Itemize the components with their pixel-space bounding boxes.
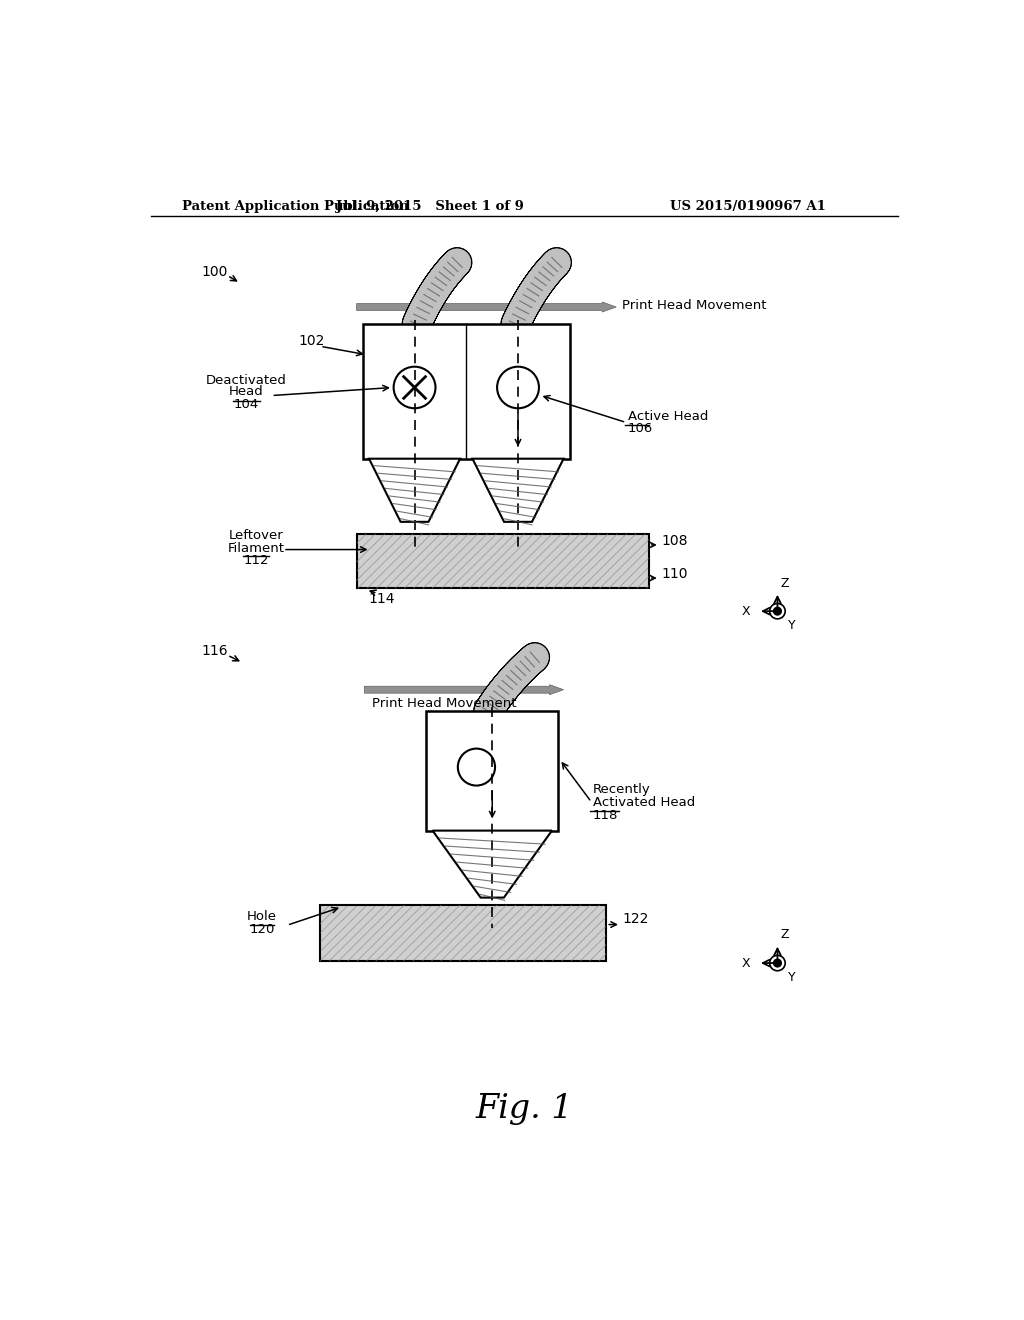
Polygon shape: [432, 830, 552, 898]
Text: Print Head Movement: Print Head Movement: [623, 298, 767, 312]
Text: Jul. 9, 2015   Sheet 1 of 9: Jul. 9, 2015 Sheet 1 of 9: [336, 199, 524, 213]
Text: 118: 118: [593, 809, 618, 822]
Text: Y: Y: [788, 619, 796, 632]
Text: Active Head: Active Head: [628, 409, 709, 422]
Circle shape: [497, 367, 539, 408]
Text: Activated Head: Activated Head: [593, 796, 695, 809]
Circle shape: [773, 960, 781, 968]
Text: 110: 110: [662, 568, 688, 581]
Text: 114: 114: [369, 591, 394, 606]
Text: Filament: Filament: [227, 541, 285, 554]
Text: X: X: [741, 605, 751, 618]
Text: 102: 102: [299, 334, 325, 348]
Circle shape: [393, 367, 435, 408]
Polygon shape: [369, 459, 460, 521]
Text: 120: 120: [250, 923, 274, 936]
Text: Hole: Hole: [247, 911, 278, 924]
Text: 116: 116: [202, 644, 228, 659]
Text: US 2015/0190967 A1: US 2015/0190967 A1: [670, 199, 826, 213]
Text: Z: Z: [780, 577, 790, 590]
Text: 100: 100: [202, 265, 228, 280]
Text: Y: Y: [788, 970, 796, 983]
Text: 122: 122: [623, 912, 649, 927]
Text: Print Head Movement: Print Head Movement: [372, 697, 517, 710]
Bar: [362, 323, 569, 459]
Bar: [321, 906, 606, 961]
Polygon shape: [472, 459, 563, 521]
Bar: [426, 711, 558, 830]
Text: 112: 112: [243, 554, 268, 566]
FancyArrow shape: [365, 685, 563, 694]
Bar: [356, 535, 649, 589]
Text: Deactivated: Deactivated: [206, 374, 287, 387]
Text: Leftover: Leftover: [228, 529, 284, 543]
Text: 106: 106: [628, 422, 653, 436]
Text: Fig. 1: Fig. 1: [476, 1093, 573, 1126]
Text: Head: Head: [229, 385, 264, 399]
Circle shape: [773, 607, 781, 615]
Text: 108: 108: [662, 535, 688, 548]
Text: X: X: [741, 957, 751, 970]
Text: Recently: Recently: [593, 783, 650, 796]
Text: 104: 104: [233, 399, 259, 412]
FancyArrow shape: [356, 302, 616, 312]
Text: Patent Application Publication: Patent Application Publication: [182, 199, 409, 213]
Circle shape: [458, 748, 495, 785]
Text: Z: Z: [780, 928, 790, 941]
